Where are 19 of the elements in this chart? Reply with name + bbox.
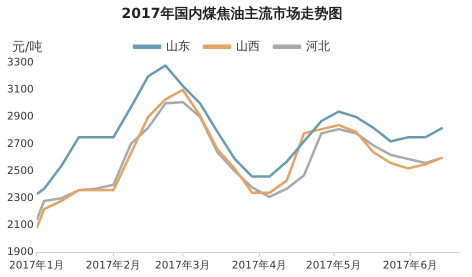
y-tick-label: 2700 bbox=[6, 138, 34, 150]
y-tick-label: 2900 bbox=[6, 110, 34, 123]
x-tick-label: 2017年6月 bbox=[382, 259, 438, 272]
x-tick-label: 2017年1月 bbox=[9, 259, 64, 272]
x-tick-label: 2017年5月 bbox=[306, 259, 362, 272]
y-tick-label: 1900 bbox=[6, 246, 34, 258]
y-tick-label: 2300 bbox=[6, 192, 34, 204]
y-axis-title: 元/吨 bbox=[12, 40, 42, 56]
x-tick-label: 2017年3月 bbox=[155, 259, 210, 272]
y-tick-label: 2100 bbox=[6, 219, 34, 232]
y-tick-label: 3100 bbox=[6, 84, 34, 96]
legend-label: 山西 bbox=[236, 38, 260, 53]
y-tick-label: 2500 bbox=[6, 164, 34, 177]
x-tick-label: 2017年4月 bbox=[232, 259, 288, 272]
legend-label: 山东 bbox=[166, 38, 190, 53]
chart-title: 2017年国内煤焦油主流市场走势图 bbox=[122, 5, 342, 22]
x-tick-label: 2017年2月 bbox=[86, 259, 142, 272]
y-tick-label: 3300 bbox=[6, 56, 34, 69]
legend-label: 河北 bbox=[306, 38, 330, 53]
